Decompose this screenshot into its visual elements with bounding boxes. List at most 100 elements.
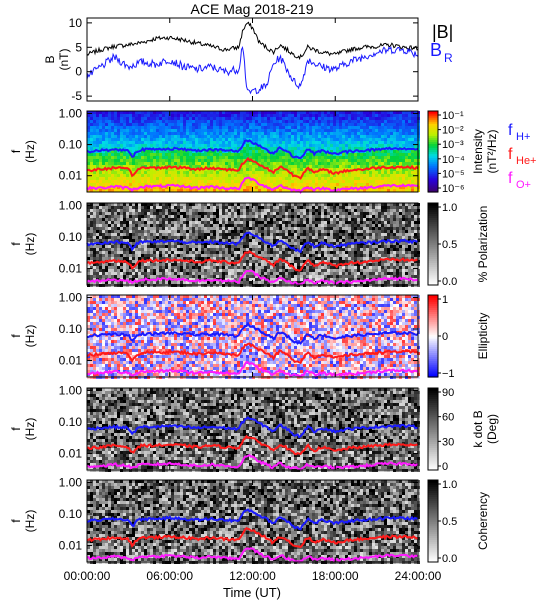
spectrogram-image — [87, 111, 420, 192]
trace-f-h-plus — [86, 231, 419, 254]
x-tick-label: 00:00:00 — [64, 569, 111, 583]
colorbar-tick-label: 10⁻¹ — [442, 110, 464, 122]
trace-f-h-plus — [87, 321, 419, 345]
panel-ellipticity: 0.01 0.10 1.00 f (Hz) −1 0 1 Ellipticity — [9, 290, 490, 380]
colorbar: 0.0 0.5 1.0 % Polarization — [427, 202, 490, 288]
colorbar: 10⁻⁶ 10⁻⁵ 10⁻⁴ 10⁻³ 10⁻² 10⁻¹ Intensity (nT²/Hz… — [427, 110, 499, 195]
y-axis-label: f — [9, 334, 23, 338]
y-axis-unit: (Hz) — [23, 418, 37, 441]
colorbar-label: % Polarization — [476, 206, 490, 283]
trace-f-he-plus — [86, 156, 419, 180]
y-tick-label: 1.00 — [59, 383, 83, 397]
y-tick-label: 0 — [75, 65, 82, 79]
x-axis-label: Time (UT) — [223, 585, 281, 600]
colorbar-tick-label: 1.0 — [442, 479, 457, 491]
colorbar-tick-label: 1 — [442, 294, 448, 306]
x-tick-label: 12:00:00 — [229, 569, 276, 583]
legend-h-plus: f — [508, 122, 513, 139]
colorbar-tick-label: 10⁻⁴ — [442, 154, 465, 166]
colorbar-unit: (nT²/Hz) — [485, 130, 499, 174]
colorbar-tick-label: 1.0 — [442, 202, 457, 214]
legend-b-r: B — [430, 40, 442, 60]
trace-f-o-plus — [86, 176, 419, 195]
spectrogram-image — [87, 295, 420, 379]
trace-f-o-plus — [86, 453, 419, 472]
colorbar-label: Coherency — [476, 492, 490, 550]
colorbar-tick-label: 10⁻³ — [442, 139, 464, 151]
colorbar-tick-label: 60 — [442, 412, 454, 424]
trace-f-o-plus — [86, 547, 419, 564]
panel-coherency: 0.01 0.10 1.00 f (Hz) 0.0 0.5 1.0 Coherency — [9, 475, 490, 565]
series-line-b-r — [86, 45, 419, 95]
y-tick-label: -5 — [71, 89, 82, 103]
colorbar-tick-label: −1 — [442, 368, 455, 380]
colorbar-tick-label: 30 — [442, 436, 454, 448]
colorbar-tick-label: 10⁻⁵ — [442, 168, 465, 180]
y-axis-unit: (nT) — [57, 49, 71, 71]
colorbar-tick-label: 0.0 — [442, 276, 457, 288]
spectrogram-image — [87, 480, 420, 564]
colorbar: 0 30 60 90 k dot B (Deg) — [427, 387, 499, 473]
trace-f-o-plus — [87, 360, 419, 378]
trace-f-h-plus — [86, 139, 419, 159]
y-axis-label: f — [9, 519, 23, 523]
colorbar: −1 0 1 Ellipticity — [427, 294, 490, 380]
trace-f-h-plus — [86, 416, 419, 439]
y-axis-label: B — [43, 55, 57, 63]
colorbar-label: Ellipticity — [476, 313, 490, 360]
trace-f-he-plus — [86, 434, 419, 456]
y-axis-label: f — [9, 149, 23, 153]
y-axis-unit: (Hz) — [23, 233, 37, 256]
colorbar-tick-label: 0 — [442, 461, 448, 473]
colorbar-tick-label: 0.5 — [442, 516, 457, 528]
y-tick-label: 0.01 — [59, 354, 83, 368]
y-axis-unit: (Hz) — [23, 325, 37, 348]
legend-b-total: |B| — [432, 22, 453, 42]
y-tick-label: 0.10 — [59, 415, 83, 429]
y-tick-label: 0.10 — [59, 138, 83, 152]
trace-f-h-plus — [86, 508, 418, 531]
y-axis-unit: (Hz) — [23, 510, 37, 533]
colorbar-tick-label: 0.0 — [442, 553, 457, 565]
y-axis-label: f — [9, 427, 23, 431]
trace-f-he-plus — [86, 249, 419, 272]
legend-b-r-subscript: R — [444, 51, 453, 65]
y-tick-label: 1.00 — [59, 290, 83, 304]
series-line-b-total — [86, 21, 419, 61]
spectrogram-image — [87, 203, 420, 287]
colorbar-tick-label: 0.5 — [442, 239, 457, 251]
legend-subscript: O+ — [516, 179, 531, 191]
y-tick-label: 0.10 — [59, 322, 83, 336]
colorbar-tick-label: 0 — [442, 331, 448, 343]
y-tick-label: 10 — [69, 16, 83, 30]
y-axis-label: f — [9, 242, 23, 246]
y-tick-label: 0.01 — [59, 169, 83, 183]
panel-intensity: 0.010.101.00f (Hz)10⁻⁶10⁻⁵10⁻⁴10⁻³10⁻²10⁻… — [9, 106, 537, 195]
trace-f-o-plus — [86, 269, 419, 286]
y-tick-label: 0.01 — [59, 539, 83, 553]
y-tick-label: 0.10 — [59, 230, 83, 244]
y-tick-label: 5 — [75, 40, 82, 54]
y-tick-label: 1.00 — [59, 475, 83, 489]
x-tick-label: 06:00:00 — [146, 569, 193, 583]
legend-subscript: H+ — [516, 131, 530, 143]
chart-title: ACE Mag 2018-219 — [191, 1, 314, 17]
x-axis: 00:00:00 06:00:00 12:00:00 18:00:00 24:00:00 — [64, 18, 442, 583]
legend-subscript: He+ — [516, 155, 537, 167]
colorbar-unit: (Deg) — [485, 414, 499, 444]
panel-polarization: 0.01 0.10 1.00 f (Hz) 0.0 0.5 1.0 % Polarization — [9, 198, 490, 288]
colorbar-tick-label: 10⁻² — [442, 125, 464, 137]
trace-f-he-plus — [86, 527, 419, 549]
colorbar-label: k dot B — [471, 410, 485, 447]
y-tick-label: 1.00 — [59, 198, 83, 212]
y-tick-label: 1.00 — [59, 106, 83, 120]
x-tick-label: 24:00:00 — [395, 569, 442, 583]
colorbar: 0.0 0.5 1.0 Coherency — [427, 479, 490, 565]
panel-k-dot-b: 0.01 0.10 1.00 f (Hz) 0 30 60 90 k dot B (Deg) — [9, 383, 499, 473]
y-tick-label: 0.01 — [59, 447, 83, 461]
legend-he-plus: f — [508, 146, 513, 163]
colorbar-label: Intensity — [471, 129, 485, 174]
